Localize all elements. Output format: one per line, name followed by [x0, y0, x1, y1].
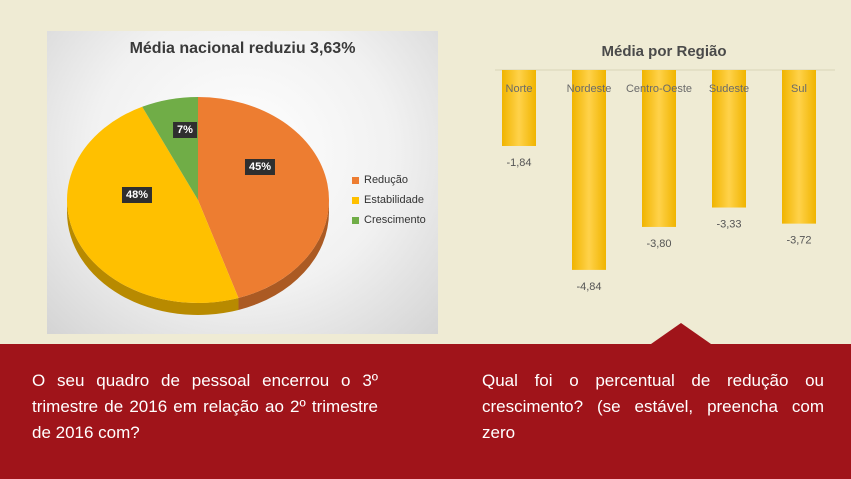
bar-value-label: -3,72 [786, 235, 811, 247]
pie-chart [66, 97, 330, 316]
bar-norte [502, 70, 536, 146]
legend-label-reducao: Redução [364, 174, 409, 186]
pie-side-redução [238, 200, 329, 310]
legend-swatch-crescimento [352, 216, 359, 224]
pie-side-estabilidade [67, 200, 239, 316]
question-left: O seu quadro de pessoal encerrou o 3º tr… [32, 371, 378, 442]
pie-chart-title: Média nacional reduziu 3,63% [129, 40, 356, 57]
legend-swatch-reducao [352, 176, 359, 184]
bar-value-label: -3,33 [716, 219, 741, 231]
legend-item-estabilidade: Estabilidade [352, 190, 426, 210]
bar-category-label: Nordeste [567, 83, 612, 95]
question-right: Qual foi o percentual de redução ou cres… [482, 371, 824, 442]
legend-item-crescimento: Crescimento [352, 210, 426, 230]
bar-chart-title: Média por Região [601, 43, 727, 60]
bar-category-label: Norte [506, 83, 533, 95]
legend-swatch-estabilidade [352, 196, 359, 204]
pie-slice-redução [198, 97, 330, 298]
bar-category-label: Centro-Oeste [626, 83, 692, 95]
pie-label-crescimento: 7% [173, 122, 197, 138]
pie-slice-estabilidade [66, 106, 239, 304]
legend-label-crescimento: Crescimento [364, 214, 426, 226]
legend-label-estabilidade: Estabilidade [364, 194, 424, 206]
pie-label-estabilidade: 48% [121, 187, 153, 203]
bar-chart: Norte -1,84 Nordeste -4,84 Centro-Oeste -3,80… [495, 69, 835, 293]
pie-legend: Redução Estabilidade Crescimento [352, 170, 426, 230]
bar-category-label: Sul [791, 83, 807, 95]
bar-value-label: -1,84 [506, 157, 531, 169]
bar-centro-oeste [642, 70, 676, 227]
bar-value-label: -3,80 [646, 238, 671, 250]
bar-sudeste [712, 70, 746, 208]
footer-banner [0, 344, 851, 479]
pie-label-reducao: 45% [244, 159, 276, 175]
bar-value-label: -4,84 [576, 281, 601, 293]
pie-chart-panel: Média nacional reduziu 3,63% 45% 48% 7% … [47, 31, 438, 334]
footer-notch [651, 323, 711, 344]
bar-category-label: Sudeste [709, 83, 749, 95]
bar-sul [782, 70, 816, 224]
bar-nordeste [572, 70, 606, 270]
legend-item-reducao: Redução [352, 170, 426, 190]
